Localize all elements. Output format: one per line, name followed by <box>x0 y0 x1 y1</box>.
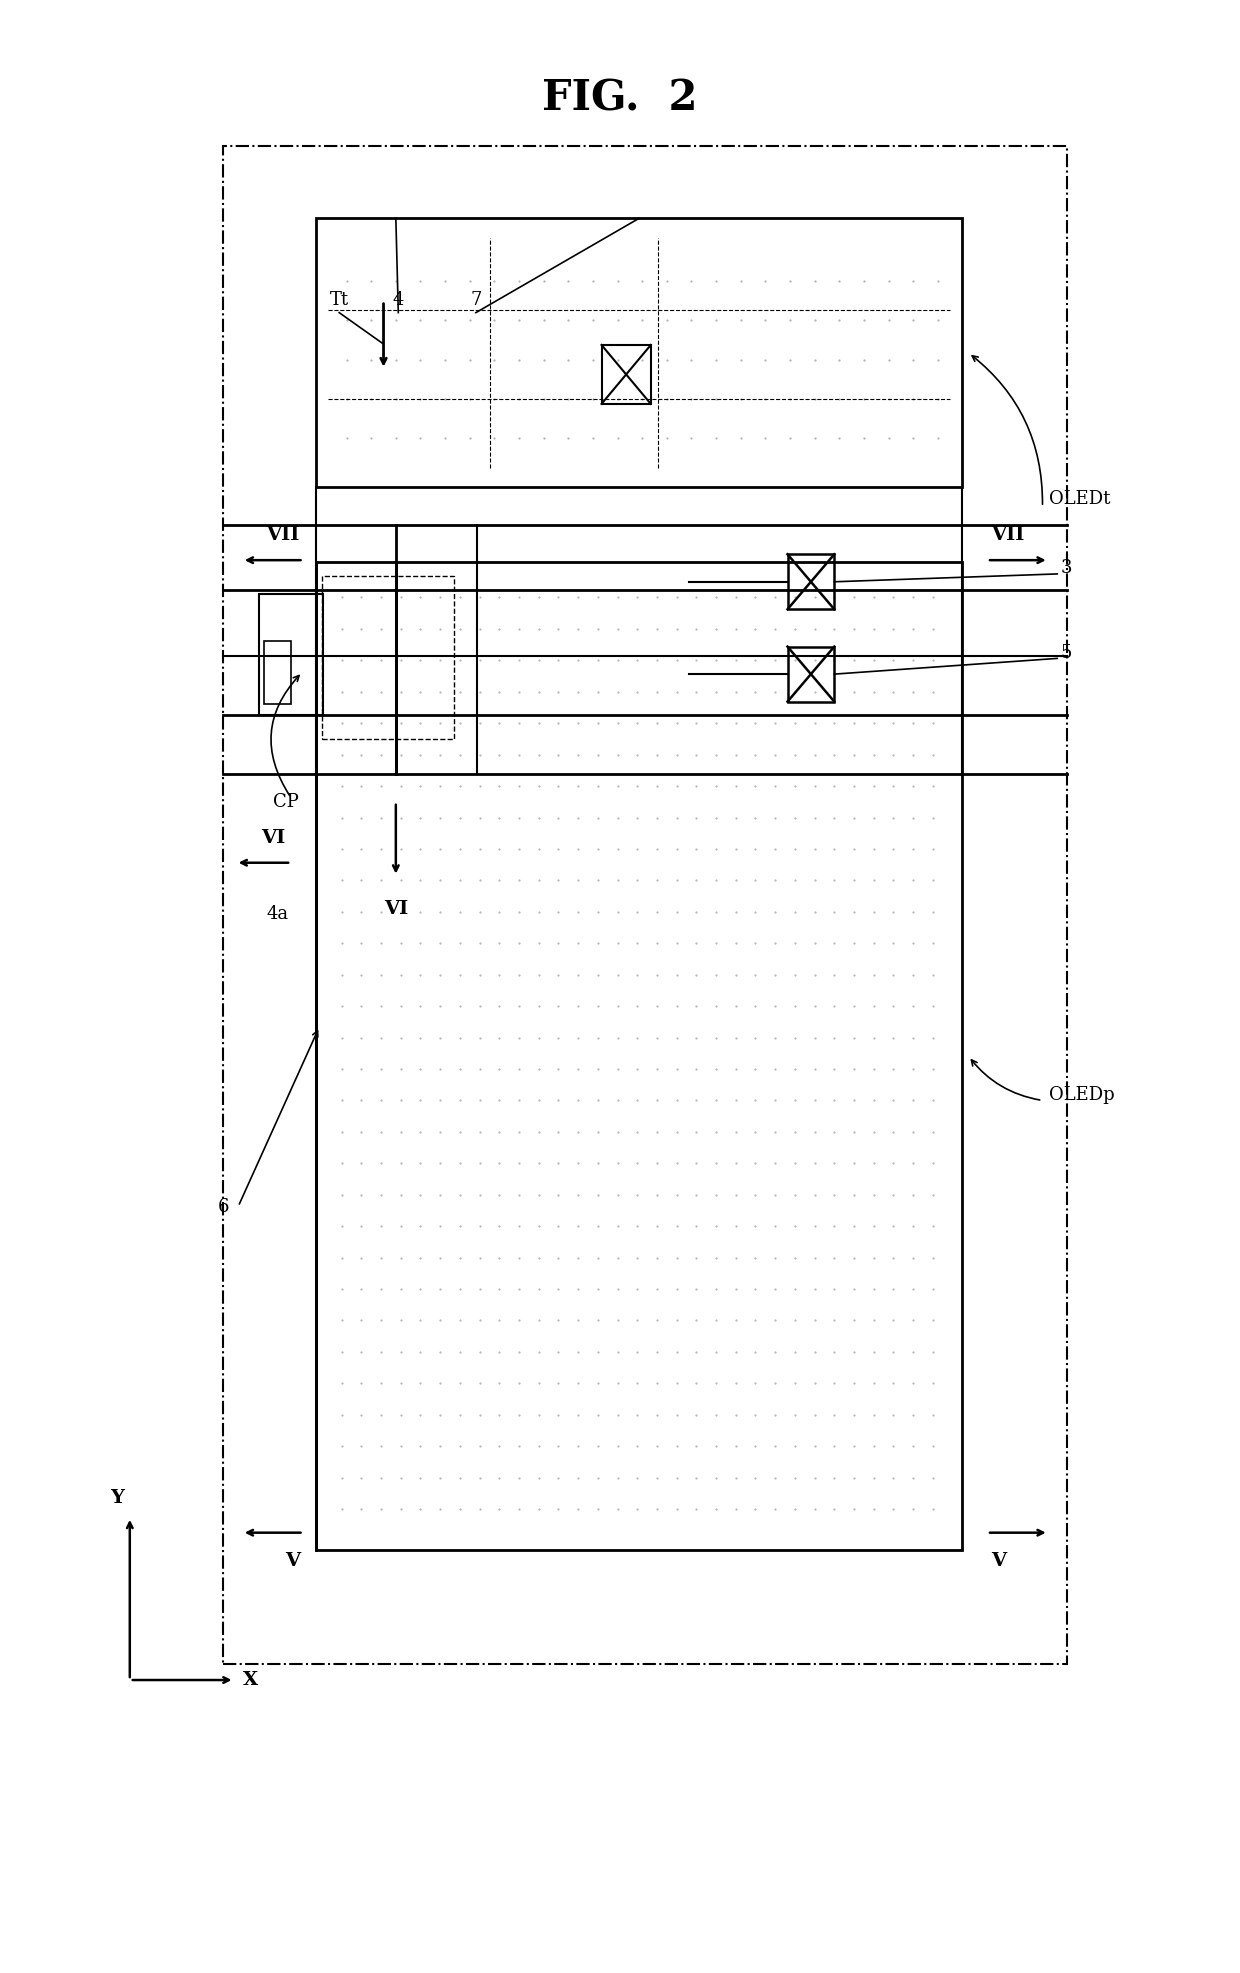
Text: 3: 3 <box>1061 558 1073 576</box>
Bar <box>322 576 454 740</box>
Text: OLEDp: OLEDp <box>1049 1085 1115 1103</box>
Text: FIG.  2: FIG. 2 <box>542 77 698 120</box>
Text: 4a: 4a <box>267 906 289 923</box>
Text: OLEDt: OLEDt <box>1049 489 1110 509</box>
Bar <box>264 641 291 704</box>
Text: Y: Y <box>110 1490 124 1507</box>
Text: X: X <box>243 1671 258 1689</box>
Text: VI: VI <box>260 829 285 846</box>
Text: V: V <box>285 1553 300 1571</box>
Bar <box>223 146 1068 1665</box>
Bar <box>787 554 835 610</box>
Text: Tt: Tt <box>330 290 348 308</box>
Text: 5: 5 <box>1061 643 1073 661</box>
Bar <box>316 219 962 487</box>
Text: CP: CP <box>273 793 299 811</box>
Bar <box>601 345 651 404</box>
Text: 6: 6 <box>218 1198 229 1215</box>
Bar <box>316 562 962 1551</box>
Text: 7: 7 <box>470 290 481 308</box>
Text: V: V <box>991 1553 1006 1571</box>
Bar <box>787 647 835 702</box>
Text: VI: VI <box>383 900 408 917</box>
Text: VII: VII <box>267 527 300 545</box>
Text: VII: VII <box>991 527 1024 545</box>
Bar <box>259 594 324 716</box>
Text: 4: 4 <box>393 290 404 308</box>
